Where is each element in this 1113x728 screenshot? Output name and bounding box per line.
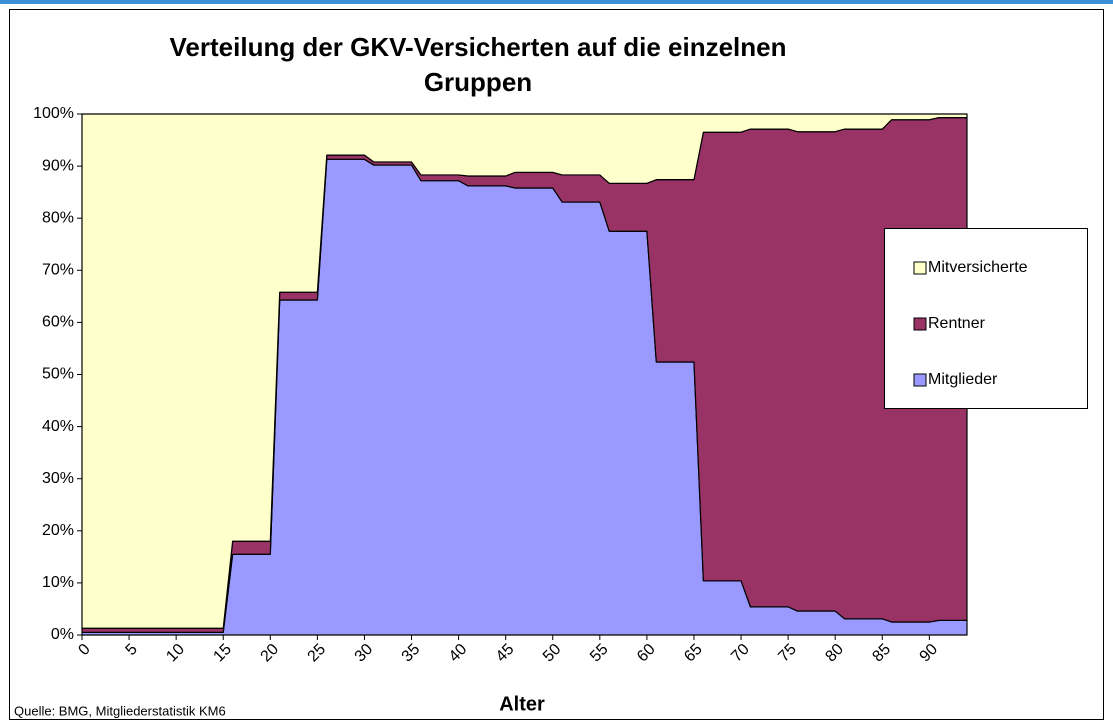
y-tick-label: 70% [42,262,74,279]
legend-label: Rentner [928,315,986,332]
legend-swatch [913,261,927,275]
y-tick-label: 0% [51,626,74,643]
y-tick-label: 40% [42,418,74,435]
chart-title: Gruppen [424,67,532,97]
y-tick-label: 50% [42,366,74,383]
y-tick-label: 80% [42,209,74,226]
y-tick-label: 20% [42,522,74,539]
y-tick-label: 10% [42,574,74,591]
y-tick-label: 100% [33,105,74,122]
y-tick-label: 90% [42,157,74,174]
legend-label: Mitglieder [928,371,998,388]
y-tick-label: 30% [42,470,74,487]
legend-swatch [913,373,927,387]
chart-title: Verteilung der GKV-Versicherten auf die … [170,32,787,62]
source-note: Quelle: BMG, Mitgliederstatistik KM6 [14,703,226,718]
x-axis-label: Alter [499,693,545,715]
legend-label: Mitversicherte [928,259,1028,276]
top-bar [0,0,1113,4]
legend-swatch [913,317,927,331]
y-tick-label: 60% [42,314,74,331]
